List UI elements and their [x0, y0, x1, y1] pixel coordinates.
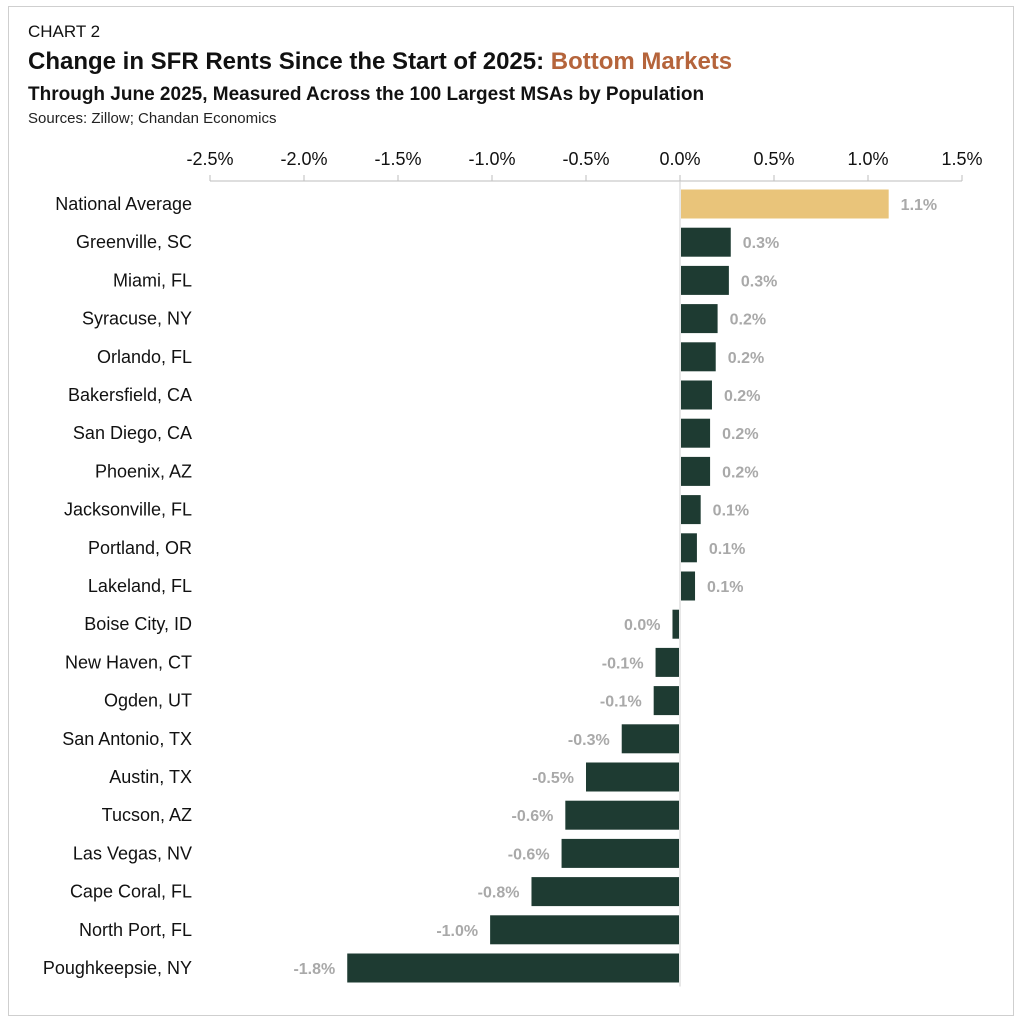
data-label: 0.3% [743, 235, 779, 252]
chart-frame [8, 6, 1014, 1016]
data-label: -0.6% [512, 808, 554, 825]
chart-source: Sources: Zillow; Chandan Economics [28, 110, 277, 127]
chart-subtitle: Through June 2025, Measured Across the 1… [28, 84, 705, 105]
data-label: 0.1% [709, 541, 745, 558]
data-label: -1.0% [436, 923, 478, 940]
data-label: 0.2% [730, 312, 766, 329]
category-label: Syracuse, NY [82, 309, 192, 329]
category-label: San Diego, CA [73, 423, 192, 443]
category-label: New Haven, CT [65, 652, 192, 672]
x-axis-tick-label: 0.5% [753, 149, 794, 169]
category-label: Portland, OR [88, 538, 192, 558]
bar [655, 647, 679, 677]
category-label: Jacksonville, FL [64, 500, 192, 520]
category-label: Greenville, SC [76, 232, 192, 252]
chart-title: Change in SFR Rents Since the Start of 2… [28, 48, 732, 76]
category-label: Cape Coral, FL [70, 882, 192, 902]
data-label: -0.5% [532, 770, 574, 787]
bar [681, 456, 711, 486]
data-label: -0.6% [508, 846, 550, 863]
x-axis-tick-label: 1.5% [941, 149, 982, 169]
category-label: Bakersfield, CA [68, 385, 192, 405]
x-axis-tick-label: -0.5% [562, 149, 609, 169]
bar [531, 877, 679, 907]
data-label: 0.1% [713, 503, 749, 520]
bar [681, 380, 712, 410]
bar [347, 953, 679, 983]
data-label: -0.3% [568, 732, 610, 749]
category-label: Phoenix, AZ [95, 461, 192, 481]
bar [565, 800, 679, 830]
bar [681, 533, 697, 563]
chart-title-main: Change in SFR Rents Since the Start of 2… [28, 48, 551, 75]
bar [681, 418, 711, 448]
category-label: Poughkeepsie, NY [43, 958, 192, 978]
bar [681, 571, 696, 601]
category-label: North Port, FL [79, 920, 192, 940]
category-label: Ogden, UT [104, 691, 192, 711]
bar [490, 915, 679, 945]
bar [681, 495, 701, 525]
data-label: -1.8% [293, 961, 335, 978]
x-axis-tick-label: -1.0% [468, 149, 515, 169]
category-label: National Average [55, 194, 192, 214]
data-label: 0.3% [741, 273, 777, 290]
data-label: -0.8% [478, 885, 520, 902]
x-axis-tick-label: -2.0% [280, 149, 327, 169]
category-label: Tucson, AZ [102, 805, 192, 825]
x-axis-tick-label: 1.0% [847, 149, 888, 169]
bar [621, 724, 679, 754]
data-label: 0.1% [707, 579, 743, 596]
category-label: Orlando, FL [97, 347, 192, 367]
bar [586, 762, 679, 792]
x-axis-tick-label: -2.5% [186, 149, 233, 169]
bar [681, 189, 889, 219]
data-label: -0.1% [602, 655, 644, 672]
bar [672, 609, 679, 639]
data-label: 0.2% [722, 426, 758, 443]
bar [681, 342, 716, 372]
category-label: Las Vegas, NV [73, 843, 192, 863]
data-label: 0.2% [724, 388, 760, 405]
data-label: 0.0% [624, 617, 660, 634]
category-label: Miami, FL [113, 270, 192, 290]
category-label: San Antonio, TX [62, 729, 192, 749]
x-axis-tick-label: -1.5% [374, 149, 421, 169]
bar [681, 304, 718, 334]
data-label: 0.2% [722, 464, 758, 481]
category-label: Austin, TX [109, 767, 192, 787]
category-label: Boise City, ID [84, 614, 192, 634]
chart-kicker: CHART 2 [28, 22, 101, 41]
x-axis-tick-label: 0.0% [659, 149, 700, 169]
bar [561, 838, 679, 868]
data-label: 1.1% [901, 197, 937, 214]
category-label: Lakeland, FL [88, 576, 192, 596]
bar [681, 265, 729, 295]
bar [681, 227, 731, 257]
bar [653, 686, 679, 716]
chart-title-accent: Bottom Markets [550, 48, 733, 75]
data-label: -0.1% [600, 694, 642, 711]
data-label: 0.2% [728, 350, 764, 367]
